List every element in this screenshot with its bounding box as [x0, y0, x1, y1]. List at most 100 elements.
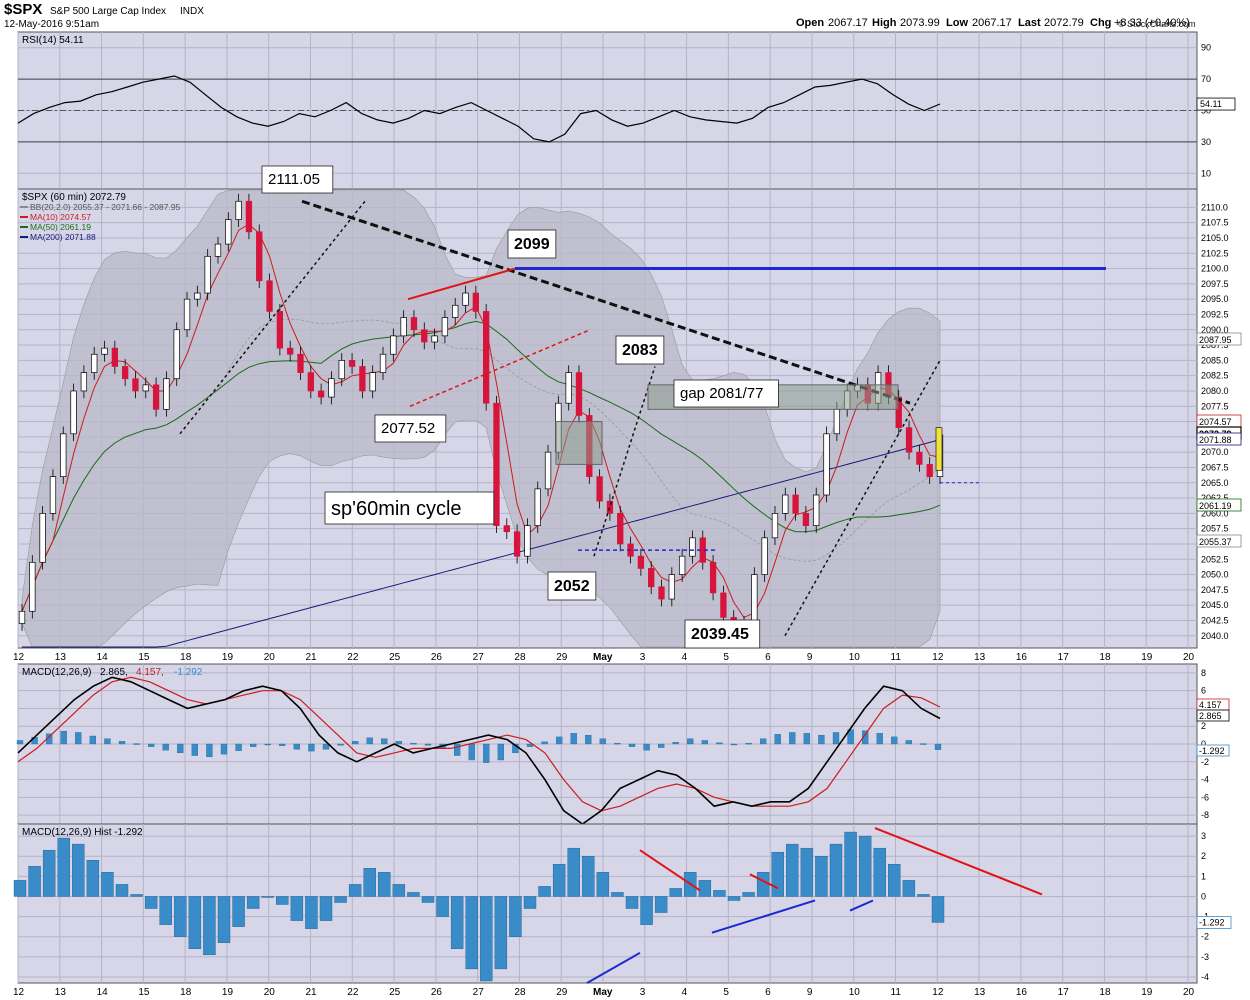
- macd-hist-bar: [541, 741, 548, 745]
- y-tick-label: 2050.0: [1201, 570, 1229, 580]
- x-tick-label: 14: [97, 652, 109, 663]
- macd-hist-bar: [16, 740, 24, 745]
- y-tick-label: 2095.0: [1201, 294, 1229, 304]
- candle-body: [524, 525, 531, 557]
- macd-hist-bar: [381, 738, 388, 745]
- histogram-bar: [305, 896, 318, 929]
- candle-body: [802, 513, 810, 526]
- histogram-bar: [931, 896, 945, 923]
- x-tick-label: 20: [1183, 987, 1195, 998]
- candle-body: [111, 347, 118, 367]
- macd-hist-bar: [497, 743, 505, 761]
- macd-value-tag-label: -1.292: [1199, 746, 1225, 756]
- y-tick-label: 2: [1201, 721, 1206, 731]
- y-tick-label: 2065.0: [1201, 478, 1229, 488]
- macd-hist-bar: [905, 740, 913, 745]
- histogram-label: MACD(12,26,9) Hist -1.292: [22, 827, 143, 838]
- y-tick-label: 70: [1201, 74, 1211, 84]
- histogram-bar: [261, 896, 274, 898]
- candle-body: [771, 513, 779, 539]
- price-value-tag-label: 2071.88: [1199, 435, 1232, 445]
- candle-body: [637, 555, 645, 569]
- macd-hist-bar: [366, 737, 373, 745]
- candle-body: [317, 390, 325, 398]
- x-tick-label: 13: [974, 652, 986, 663]
- y-tick-label: 2045.0: [1201, 600, 1229, 610]
- price-value-tag-label: 2074.57: [1199, 417, 1232, 427]
- candle-body: [163, 378, 170, 410]
- macd-hist-bar: [789, 732, 796, 745]
- macd-hist-bar: [483, 743, 490, 763]
- annotation-label: sp'60min cycle: [331, 498, 462, 520]
- candle-body: [493, 402, 500, 526]
- y-tick-label: 2067.5: [1201, 462, 1229, 472]
- annotation-box: [684, 619, 761, 649]
- candle-body: [80, 372, 88, 392]
- candle-body: [194, 292, 201, 300]
- legend-entry: BB(20,2.0) 2055.37 - 2071.66 - 2087.95: [30, 202, 181, 212]
- y-tick-label: 10: [1201, 168, 1211, 178]
- histogram-bar: [917, 894, 930, 897]
- candle-body: [792, 494, 799, 514]
- x-tick-label: 17: [1058, 987, 1070, 998]
- y-tick-label: -2: [1201, 932, 1209, 942]
- candle-body: [39, 513, 46, 563]
- histogram-bar: [465, 896, 478, 970]
- histogram-bar: [348, 884, 362, 897]
- macd-hist-bar: [803, 733, 811, 745]
- histogram-bar: [28, 866, 41, 897]
- histogram-bar: [727, 896, 741, 901]
- macd-hist-bar: [468, 743, 475, 761]
- y-tick-label: 2070.0: [1201, 447, 1229, 457]
- candle-body: [29, 561, 36, 612]
- x-tick-label: 20: [264, 987, 276, 998]
- macd-hist-bar: [220, 743, 228, 755]
- macd-hist-bar: [599, 738, 607, 745]
- candle-body: [410, 317, 418, 331]
- ma50-line: [21, 320, 941, 612]
- x-tick-label: 4: [682, 652, 688, 663]
- candle-body: [431, 335, 438, 343]
- high-value: 2073.99: [900, 17, 940, 29]
- y-tick-label: 2: [1201, 851, 1206, 861]
- y-tick-label: -4: [1201, 972, 1209, 982]
- gap-box-2: [555, 421, 603, 465]
- y-tick-label: 8: [1201, 668, 1206, 678]
- x-tick-label: 13: [974, 987, 986, 998]
- macd-hist-bar: [118, 741, 126, 745]
- histogram-bar: [786, 843, 799, 897]
- y-tick-label: 2105.0: [1201, 233, 1229, 243]
- histogram-bar: [436, 896, 449, 917]
- annotation-label: 2083: [622, 342, 658, 359]
- macd-hist-bar: [570, 733, 577, 745]
- histogram-bar: [86, 860, 100, 897]
- x-tick-label: 18: [1099, 652, 1111, 663]
- divergence-line-blue: [849, 899, 874, 912]
- candle-body: [70, 390, 77, 435]
- histogram-bar: [72, 843, 85, 897]
- last-value: 2072.79: [1044, 17, 1084, 29]
- macd-hist-bar: [628, 743, 636, 747]
- x-tick-label: 3: [640, 987, 646, 998]
- price-value-tag: [1196, 432, 1242, 446]
- candle-body: [833, 408, 841, 435]
- histogram-bar: [290, 896, 304, 921]
- x-tick-label: 12: [932, 652, 944, 663]
- ticker-symbol: $SPX: [4, 1, 42, 18]
- macd-value-tag-label: 2.865: [1199, 711, 1222, 721]
- x-tick-label: 18: [180, 987, 192, 998]
- histogram-bar: [57, 837, 70, 897]
- histogram-bar: [494, 896, 508, 970]
- candle-body: [462, 292, 469, 306]
- candle-body: [276, 311, 284, 349]
- annotation-box: [507, 229, 557, 259]
- y-tick-label: 1: [1201, 871, 1206, 881]
- histogram-bar: [188, 896, 202, 949]
- annotation-box: [261, 165, 334, 194]
- histogram-bar: [844, 831, 857, 897]
- histogram-bar: [407, 892, 420, 897]
- candle-body: [905, 427, 913, 453]
- histogram-bar: [567, 847, 580, 897]
- macd-hist-bar: [643, 743, 650, 751]
- x-tick-label: 17: [1058, 652, 1070, 663]
